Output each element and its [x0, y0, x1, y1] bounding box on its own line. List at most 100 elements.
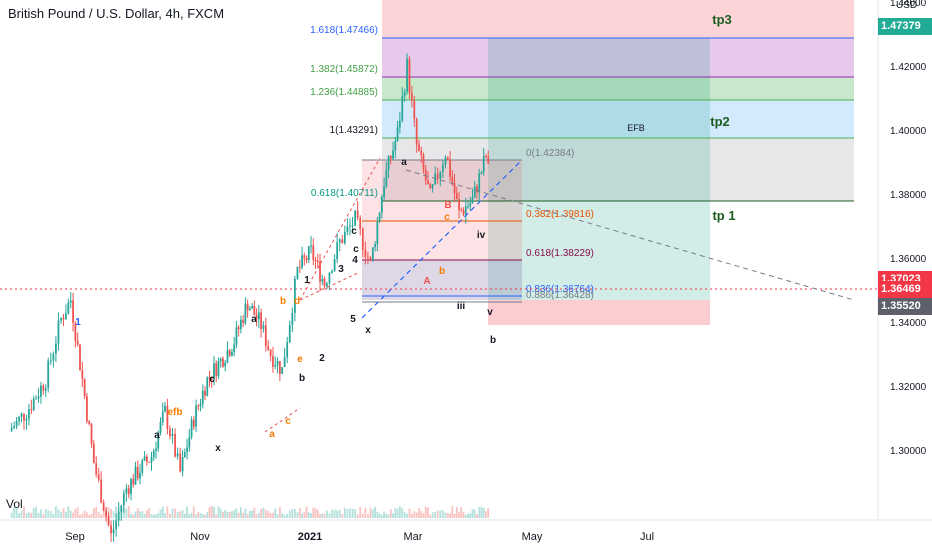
volume-bar [272, 512, 274, 518]
candle-body [467, 206, 469, 208]
candle-body [90, 423, 93, 444]
candle-body [312, 245, 315, 260]
volume-bar [401, 508, 404, 518]
candle-body [57, 320, 60, 344]
volume-bar [424, 506, 427, 518]
wave-label: a [269, 429, 275, 440]
volume-bar [408, 508, 411, 518]
wave-label: c [209, 374, 215, 385]
volume-bar [65, 511, 67, 518]
volume-bar [321, 513, 324, 518]
volume-bar [262, 507, 265, 518]
volume-bar [132, 514, 135, 518]
candle-body [18, 416, 20, 421]
wave-label: 1 [304, 275, 310, 286]
wave-label: 1 [75, 317, 81, 328]
volume-bar [179, 511, 182, 518]
volume-bar [396, 508, 399, 518]
volume-bar [42, 514, 45, 518]
volume-bar [383, 511, 385, 518]
volume-bar [455, 507, 458, 518]
volume-bar [171, 508, 174, 518]
volume-bar [392, 513, 394, 518]
candle-body [171, 433, 174, 437]
volume-bar [482, 507, 485, 518]
candle-body [132, 478, 135, 485]
candle-body [176, 453, 179, 457]
y-tick-label: 1.36000 [890, 254, 927, 265]
candle-body [264, 325, 267, 346]
candle-body [161, 411, 164, 423]
candle-body [413, 100, 416, 120]
candle-body [480, 171, 483, 174]
candle-body [276, 361, 279, 366]
candle-body [356, 210, 359, 218]
volume-bar [169, 513, 171, 518]
volume-bar [18, 512, 20, 518]
volume-bar [364, 507, 367, 518]
volume-bar [471, 509, 474, 518]
candle-body [72, 300, 74, 323]
volume-bar [55, 506, 57, 518]
volume-bar [314, 508, 317, 518]
candle-body [253, 305, 256, 316]
candle-body [213, 363, 215, 380]
wave-label: b [439, 266, 445, 277]
tp3-zone [382, 0, 854, 38]
volume-bar [206, 512, 209, 518]
x-tick-label: May [522, 531, 543, 543]
wave-label: a [401, 157, 407, 168]
volume-bar [76, 507, 79, 518]
y-tick-label: 1.32000 [890, 382, 927, 393]
volume-bar [446, 513, 449, 518]
volume-bar [286, 513, 289, 518]
candle-body [206, 377, 209, 396]
candle-body [88, 421, 91, 424]
y-tick-label: 1.42000 [890, 62, 927, 73]
fib-retrace-label: 0.618(1.38229) [526, 248, 594, 259]
volume-bar [480, 506, 483, 518]
candle-body [201, 390, 204, 404]
fib-upper-label: 1(1.43291) [330, 125, 378, 136]
volume-bar [81, 513, 84, 518]
zone-label: EFB [627, 123, 645, 133]
candle-body [269, 349, 272, 357]
volume-bar [83, 510, 86, 518]
wave-label: B [444, 200, 451, 211]
volume-bar [239, 507, 242, 518]
candle-body [267, 345, 270, 350]
fib-upper-label: 1.382(1.45872) [310, 64, 378, 75]
long-target-zone [488, 38, 710, 300]
candle-body [159, 422, 162, 434]
volume-bar [328, 513, 331, 518]
candle-body [451, 177, 454, 184]
candle-body [429, 184, 432, 189]
candle-body [293, 278, 296, 313]
candle-body [143, 456, 146, 461]
fib-retrace-label: 0.836(1.36764) [526, 284, 594, 295]
candle-body [110, 525, 112, 534]
candle-body [23, 413, 25, 421]
volume-bar [283, 514, 286, 518]
volume-bar [242, 512, 245, 518]
volume-bar [427, 507, 429, 518]
candle-body [485, 155, 487, 157]
volume-bar [217, 506, 220, 518]
candle-body [190, 419, 193, 438]
volume-bar [296, 512, 299, 518]
candle-body [30, 409, 33, 411]
candle-body [120, 505, 123, 512]
projection-trendline [405, 169, 855, 301]
candle-body [351, 225, 354, 227]
wave-label: iii [457, 301, 466, 312]
candle-body [150, 457, 153, 463]
volume-bar [403, 511, 406, 518]
candle-body [74, 322, 77, 341]
candle-body [76, 340, 79, 345]
volume-bar [431, 512, 434, 518]
y-tick-label: 1.30000 [890, 446, 927, 457]
wave-label: x [365, 325, 371, 336]
candle-body [361, 229, 364, 250]
volume-bar [371, 509, 374, 518]
